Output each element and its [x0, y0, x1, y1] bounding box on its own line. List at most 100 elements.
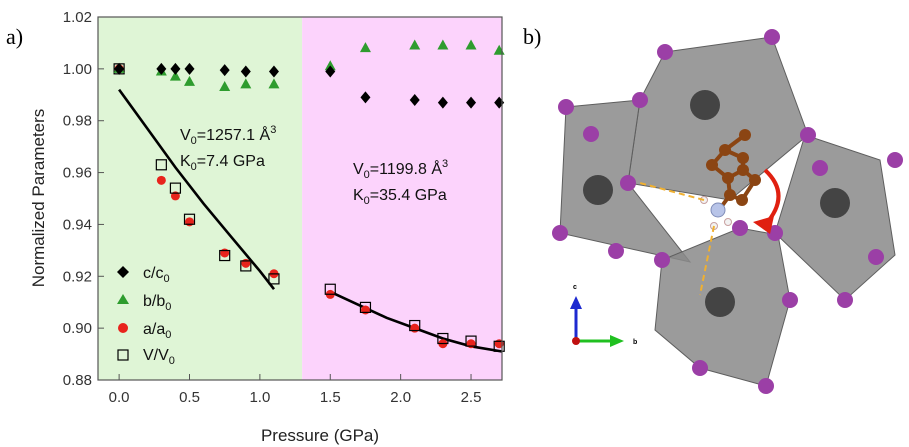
x-tick-label: 1.0	[249, 389, 270, 406]
legend-item-b: b/b0	[117, 293, 171, 313]
axis-origin	[572, 337, 580, 345]
carbon-atom	[736, 194, 748, 206]
y-tick-label: 0.98	[63, 113, 92, 130]
point-triangle	[409, 39, 421, 50]
axis-c-label: c	[573, 284, 577, 291]
legend-label-v: V/V0	[143, 347, 175, 367]
point-circle	[220, 248, 230, 258]
point-circle	[156, 175, 166, 185]
panel-b-label: b)	[523, 24, 541, 49]
iodide-atom	[654, 252, 670, 268]
carbon-atom	[706, 159, 718, 171]
metal-atom	[820, 188, 850, 218]
x-axis-title: Pressure (GPa)	[261, 426, 379, 445]
point-square-open	[183, 213, 196, 225]
y-tick-label: 0.94	[63, 216, 92, 233]
iodide-atom	[800, 127, 816, 143]
point-circle	[466, 339, 476, 349]
phase-regions	[98, 17, 502, 380]
point-diamond	[156, 62, 167, 75]
pressure-chart: 0.0 0.5 1.0 1.5 2.0 2.5 0.880.900.920.940.960…	[29, 9, 505, 445]
legend: c/c0 b/b0 a/a0 V/V0	[117, 265, 175, 367]
hydrogen-bond	[639, 182, 705, 201]
fit-curve-1	[118, 88, 276, 290]
metal-atom	[705, 287, 735, 317]
x-tick-label: 0.5	[179, 389, 200, 406]
point-triangle	[465, 39, 477, 50]
axis-b-label: b	[633, 339, 637, 346]
axis-indicator: c b	[570, 284, 637, 347]
point-diamond	[409, 93, 420, 106]
point-triangle	[359, 42, 371, 53]
iodide-atom	[782, 292, 798, 308]
iodide-atom	[620, 175, 636, 191]
point-diamond	[240, 65, 251, 78]
carbon-atom	[719, 144, 731, 156]
point-diamond	[466, 96, 477, 109]
x-tick-label: 1.5	[320, 389, 341, 406]
carbon-atom	[722, 172, 734, 184]
legend-item-a: a/a0	[118, 321, 171, 341]
point-square-open	[465, 335, 477, 347]
rotation-arrow-head	[753, 216, 774, 234]
axis-b-arrowhead	[610, 335, 624, 347]
panel-a-label: a)	[6, 24, 23, 49]
carbon-atom	[737, 164, 749, 176]
y-tick-label: 0.90	[63, 320, 92, 337]
point-square-open	[437, 332, 449, 345]
crystal-structure: c b	[552, 29, 903, 394]
point-square-open	[169, 182, 182, 194]
point-square-open	[240, 260, 252, 272]
iodide-atom	[692, 360, 708, 376]
y-tick-label: 1.02	[63, 9, 92, 26]
point-circle	[410, 323, 420, 333]
octahedra	[559, 36, 896, 387]
octahedron-top	[627, 36, 809, 201]
iodide-atom	[764, 29, 780, 45]
point-diamond	[184, 62, 195, 75]
point-square-open	[409, 319, 421, 332]
iodide-atom	[868, 249, 884, 265]
y-tick-label: 0.92	[63, 268, 92, 285]
iodide-atom	[608, 243, 624, 259]
iodide-atom	[812, 160, 828, 176]
point-triangle	[219, 81, 231, 92]
point-diamond	[219, 64, 230, 77]
hydrogen-atom	[724, 218, 732, 226]
iodide-atom	[558, 99, 574, 115]
annotation-k0-high: K0=35.4 GPa	[353, 187, 447, 207]
point-triangle	[268, 78, 280, 89]
carbon-atom	[749, 174, 761, 186]
point-diamond	[268, 65, 279, 78]
data-points	[113, 39, 505, 352]
annotation-v0-high: V0=1199.8 Å3	[353, 158, 448, 181]
legend-label-a: a/a0	[143, 321, 171, 341]
x-tick-label: 2.0	[390, 389, 411, 406]
point-square-open	[359, 301, 372, 313]
iodide-atom	[837, 292, 853, 308]
carbon-atom	[739, 129, 751, 141]
plot-frame	[97, 16, 503, 381]
iodide-atom	[552, 225, 568, 241]
iodide-atom	[732, 220, 748, 236]
hydrogen-bond	[699, 225, 715, 296]
legend-marker-circle	[118, 323, 128, 333]
legend-marker-diamond	[117, 266, 129, 278]
legend-item-v: V/V0	[117, 347, 175, 367]
nitrogen-atom	[710, 202, 726, 218]
x-tick-label: 0.0	[109, 389, 130, 406]
point-square-open	[219, 249, 231, 262]
point-circle	[360, 305, 370, 315]
y-axis-title: Normalized Parameters	[29, 109, 48, 288]
point-square-open	[268, 273, 280, 285]
annotation-k0-low: K0=7.4 GPa	[180, 153, 265, 173]
x-tick-label: 2.5	[461, 389, 482, 406]
point-diamond	[437, 96, 448, 109]
phase-region-2	[302, 17, 502, 380]
iodide-atom	[632, 92, 648, 108]
legend-label-b: b/b0	[143, 293, 171, 313]
hydrogen-bonds	[639, 182, 715, 296]
y-tick-label: 0.96	[63, 165, 92, 182]
carbon-atom	[737, 152, 749, 164]
